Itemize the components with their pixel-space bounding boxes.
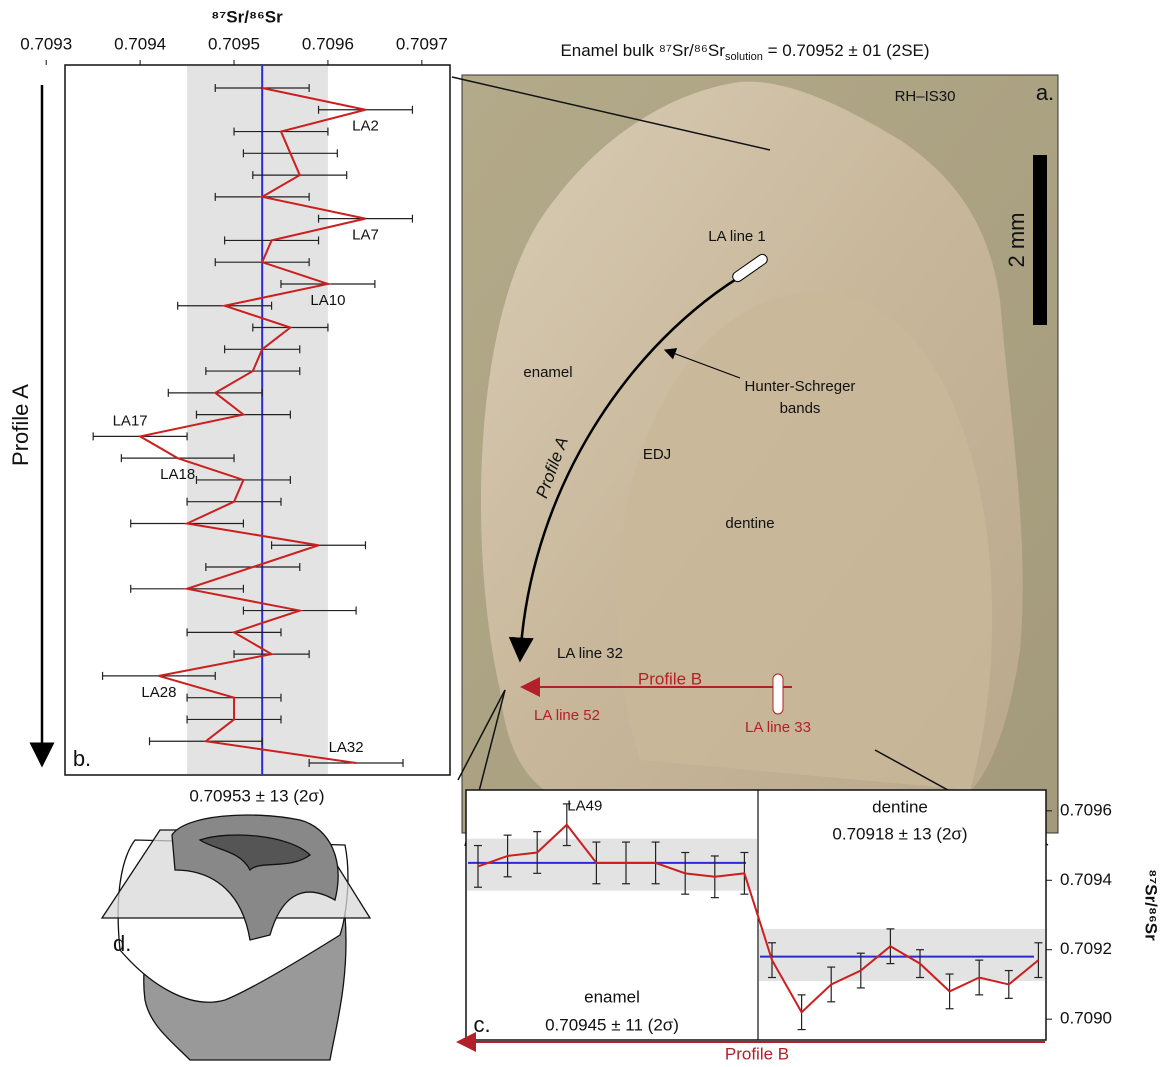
photo-label: LA line 52 (534, 707, 600, 724)
series-stat: 0.70945 ± 11 (2σ) (545, 1015, 679, 1034)
sketch-panel: d. (100, 814, 372, 1061)
x-tick-label: 0.7096 (302, 34, 354, 53)
x-tick-label: 0.7094 (114, 34, 166, 53)
point-label: LA18 (160, 466, 195, 483)
y-axis-title: Profile A (8, 384, 33, 466)
profile-a-arrow (508, 263, 761, 663)
photo-label: LA line 32 (557, 645, 623, 662)
title-sub: solution (725, 51, 763, 63)
dentine-area (617, 292, 993, 790)
x-tick-label: 0.7095 (208, 34, 260, 53)
title-main: Enamel bulk ⁸⁷Sr/⁸⁶Sr (560, 41, 725, 60)
scale-bar (1033, 155, 1047, 325)
panel-label: b. (73, 746, 91, 771)
photo-label: dentine (725, 515, 774, 532)
y-axis-title: ⁸⁷Sr/⁸⁶Sr (1142, 869, 1161, 941)
point-label: LA28 (141, 684, 176, 701)
profile-line (477, 823, 1040, 1014)
photo-label: EDJ (643, 446, 671, 463)
y-tick-label: 0.7094 (1060, 870, 1112, 889)
x-tick-label: 0.7093 (20, 34, 72, 53)
panel-label: d. (113, 931, 131, 956)
scale-label: 2 mm (1004, 213, 1029, 268)
x-tick-label: 0.7097 (396, 34, 448, 53)
hsb-arrow (663, 348, 741, 379)
x-axis-title: Profile B (725, 1044, 789, 1063)
point-label: LA32 (329, 739, 364, 756)
photo-label: Hunter-Schreger (745, 378, 856, 395)
y-tick-label: 0.7096 (1060, 800, 1112, 819)
series-stat: 0.70918 ± 13 (2σ) (832, 824, 967, 843)
point-label: LA49 (567, 798, 602, 815)
y-tick-label: 0.7090 (1060, 1009, 1112, 1028)
photo-label: bands (780, 400, 821, 417)
series-name: dentine (872, 797, 928, 816)
la-line-marker (772, 673, 784, 715)
photo-label: LA line 33 (745, 719, 811, 736)
panel-label: a. (1036, 80, 1054, 105)
sigma-band (759, 928, 1045, 981)
photo-panel: 2 mm a. RH–IS30 LA line 1 enamel Hunter-… (451, 74, 1059, 847)
x-axis-title: ⁸⁷Sr/⁸⁶Sr (211, 7, 283, 26)
zoom-line (451, 76, 771, 151)
sigma-band (467, 838, 757, 891)
panel-label: c. (473, 1012, 490, 1037)
title-value: = 0.70952 ± 01 (2SE) (763, 41, 930, 60)
zoom-line (457, 689, 506, 781)
la-line-marker (732, 253, 768, 283)
photo-label: LA line 1 (708, 228, 766, 245)
point-label: LA2 (352, 118, 379, 135)
mean-label: 0.70953 ± 13 (2σ) (189, 786, 324, 805)
sigma-band (187, 66, 328, 774)
series-name: enamel (584, 987, 640, 1006)
photo-label: Profile B (638, 669, 702, 688)
crown-cut (198, 834, 311, 872)
sample-label: RH–IS30 (895, 88, 956, 105)
point-label: LA17 (113, 412, 148, 429)
profile-line (137, 87, 366, 764)
y-tick-label: 0.7092 (1060, 939, 1112, 958)
photo-label: enamel (523, 364, 572, 381)
point-label: LA7 (352, 227, 379, 244)
point-label: LA10 (310, 292, 345, 309)
figure-title: Enamel bulk ⁸⁷Sr/⁸⁶Srsolution = 0.70952 … (560, 41, 929, 62)
